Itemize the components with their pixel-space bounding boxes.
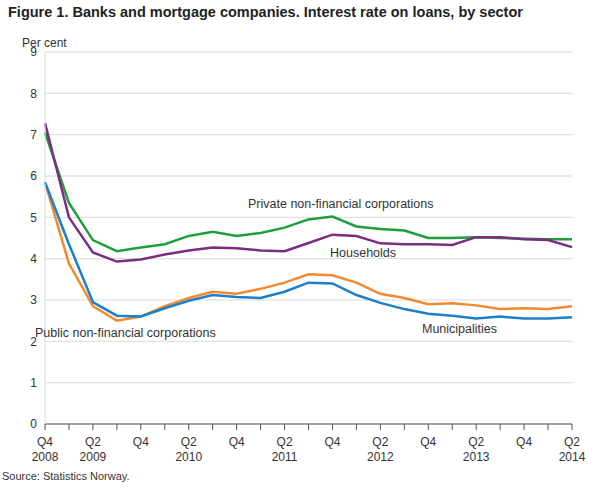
svg-text:Q22010: Q22010 (175, 435, 202, 464)
svg-text:Q4: Q4 (324, 435, 340, 449)
svg-text:9: 9 (30, 45, 37, 59)
svg-text:Municipalities: Municipalities (422, 322, 497, 336)
svg-text:0: 0 (30, 417, 37, 431)
svg-text:Q4: Q4 (133, 435, 149, 449)
svg-text:Q22012: Q22012 (367, 435, 394, 464)
svg-text:Households: Households (330, 246, 396, 260)
svg-text:8: 8 (30, 87, 37, 101)
svg-text:Q22011: Q22011 (272, 435, 298, 464)
svg-text:1: 1 (30, 376, 37, 390)
svg-text:5: 5 (30, 211, 37, 225)
svg-text:4: 4 (30, 252, 37, 266)
svg-text:7: 7 (30, 128, 37, 142)
svg-text:Q22014: Q22014 (559, 435, 586, 464)
svg-text:Q4: Q4 (516, 435, 532, 449)
svg-text:Q42008: Q42008 (32, 435, 59, 464)
svg-text:Q22009: Q22009 (80, 435, 107, 464)
svg-text:Public non-financial corporati: Public non-financial corporations (35, 326, 216, 340)
svg-text:6: 6 (30, 169, 37, 183)
svg-text:Q4: Q4 (420, 435, 436, 449)
svg-text:Private non-financial corporat: Private non-financial corporations (248, 197, 434, 211)
svg-text:2: 2 (30, 335, 37, 349)
svg-text:Q4: Q4 (229, 435, 245, 449)
svg-text:3: 3 (30, 293, 37, 307)
svg-text:Q22013: Q22013 (463, 435, 490, 464)
